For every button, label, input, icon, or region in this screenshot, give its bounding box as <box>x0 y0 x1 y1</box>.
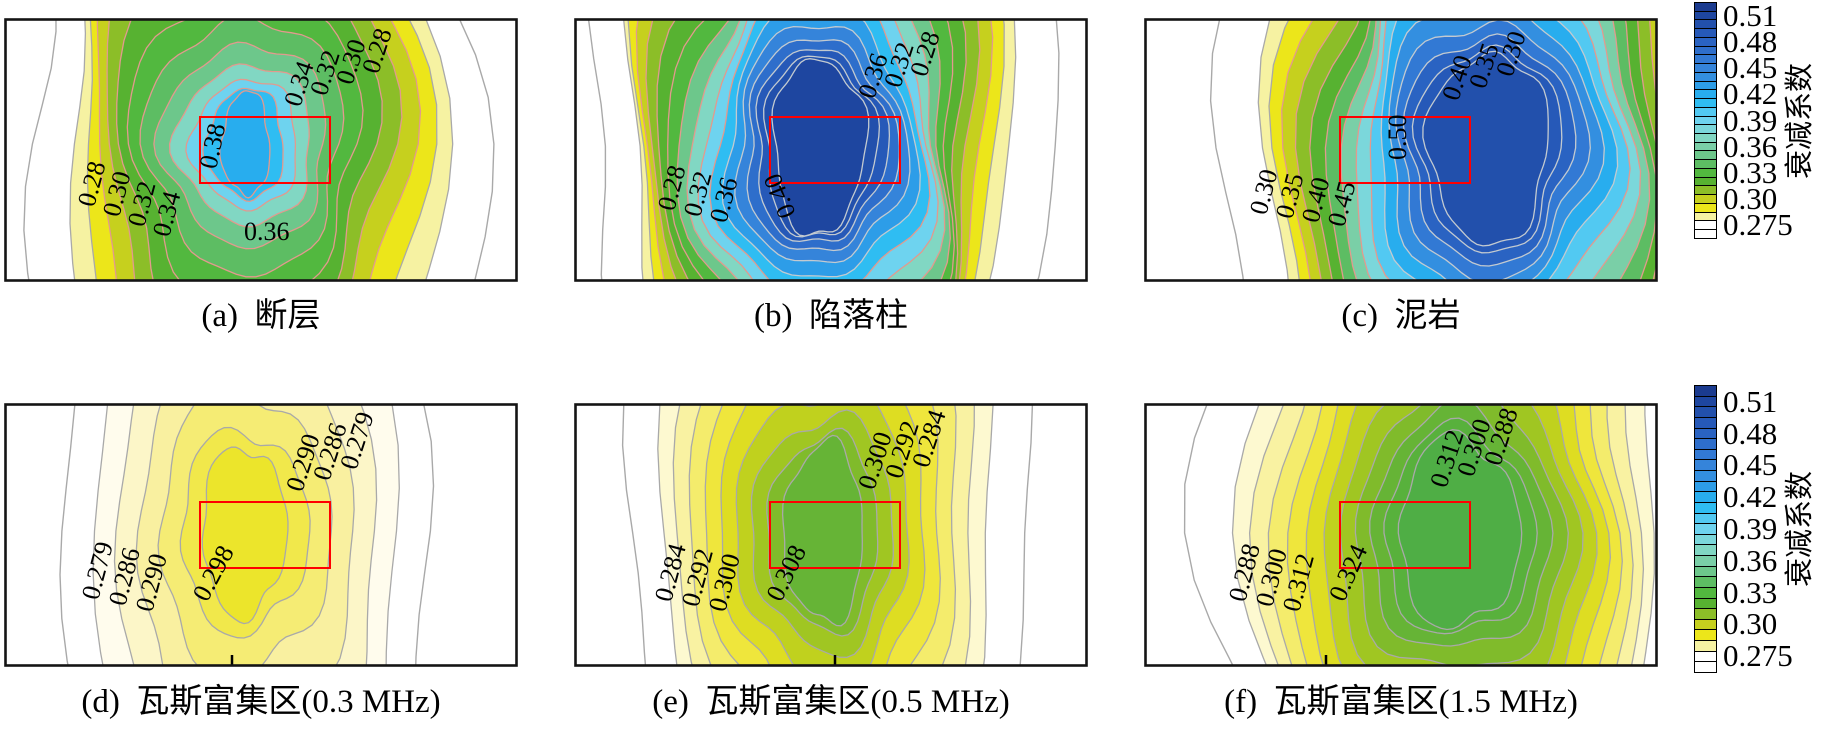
colorbar-tick-label: 0.36 <box>1723 542 1778 578</box>
colorbar-tick-label: 0.275 <box>1723 638 1793 674</box>
caption-c: (c) 泥岩 <box>1341 298 1461 334</box>
colorbar-tick-label: 0.45 <box>1723 50 1778 86</box>
contour-plot-collapse-column: 0.28 0.32 0.36 0.36 0.32 0.28 0.40 <box>574 18 1088 282</box>
contour-line <box>621 405 1034 665</box>
contour-line <box>59 405 435 665</box>
highlight-box <box>769 501 901 569</box>
contour-bands <box>587 20 1060 280</box>
colorbar-tick-label: 0.39 <box>1723 511 1778 546</box>
contour-bands <box>621 405 1034 665</box>
colorbar-tick-label: 0.33 <box>1723 154 1778 190</box>
contour-bands <box>59 405 435 665</box>
colorbar-tick-label: 0.30 <box>1723 181 1778 217</box>
colorbar-tick-label: 0.42 <box>1723 479 1778 515</box>
contour-line <box>1183 405 1234 665</box>
contour-plot-gas-zone-0p5mhz: 0.284 0.292 0.300 0.300 0.292 0.284 0.308 <box>574 403 1088 667</box>
colorbar-tick-label: 0.48 <box>1723 415 1778 451</box>
contour-bands <box>1209 20 1656 280</box>
contour-band <box>1422 50 1549 247</box>
plot-border <box>1144 18 1658 282</box>
colorbar-cells <box>1694 2 1717 240</box>
contour-band <box>201 446 289 625</box>
colorbar-tick-label: 0.30 <box>1723 606 1778 642</box>
highlight-box <box>1339 116 1471 184</box>
highlight-box <box>1339 501 1471 569</box>
highlight-box <box>769 116 901 184</box>
contour-label: 0.36 <box>244 217 290 246</box>
contour-label: 0.50 <box>1383 115 1412 161</box>
contour-canvas-b: 0.280.320.360.360.320.280.40 <box>574 18 1088 282</box>
colorbar-bottom: 0.51 0.48 0.45 0.42 0.39 0.36 0.33 0.30 0.275 衰减… <box>1694 383 1822 674</box>
highlight-box <box>199 501 331 569</box>
colorbar-tick-label: 0.48 <box>1723 23 1778 59</box>
contour-band <box>771 58 870 237</box>
colorbar-cell <box>1694 229 1717 240</box>
colorbar-tick-label: 0.51 <box>1723 0 1778 33</box>
caption-f: (f) 瓦斯富集区(1.5 MHz) <box>1224 684 1578 720</box>
plot-border <box>4 18 518 282</box>
contour-canvas-c: 0.300.350.400.450.400.350.300.50 <box>1144 18 1658 282</box>
contour-plot-mudstone: 0.30 0.35 0.40 0.45 0.40 0.35 0.30 0.50 <box>1144 18 1658 282</box>
contour-plot-fault: 0.28 0.30 0.32 0.34 0.34 0.32 0.30 0.28 0.38 0.36 <box>4 18 518 282</box>
contour-band <box>1397 429 1523 631</box>
contour-bands <box>1183 405 1655 665</box>
colorbar-cells <box>1694 385 1717 674</box>
caption-d: (d) 瓦斯富集区(0.3 MHz) <box>81 684 441 720</box>
plot-border <box>574 403 1088 667</box>
colorbar-tick-label: 0.39 <box>1723 102 1778 138</box>
caption-b: (b) 陷落柱 <box>754 298 908 334</box>
colorbar-tick-label: 0.36 <box>1723 128 1778 164</box>
colorbar-tick-label: 0.51 <box>1723 383 1778 419</box>
colorbar-top: 0.51 0.48 0.45 0.42 0.39 0.36 0.33 0.30 0.275 衰减… <box>1694 0 1822 243</box>
contour-canvas-a: 0.280.300.320.340.340.320.300.280.380.36 <box>4 18 518 282</box>
contour-line <box>1209 20 1244 280</box>
caption-a: (a) 断层 <box>201 298 321 334</box>
plot-border <box>1144 403 1658 667</box>
contour-line <box>587 20 1060 280</box>
contour-plot-gas-zone-1p5mhz: 0.288 0.300 0.312 0.312 0.300 0.288 0.324 <box>1144 403 1658 667</box>
colorbar-tick-label: 0.33 <box>1723 574 1778 610</box>
plot-border <box>574 18 1088 282</box>
highlight-box <box>199 116 331 184</box>
colorbar-cell <box>1694 661 1717 674</box>
plot-border <box>4 403 518 667</box>
contour-band <box>781 434 863 627</box>
colorbar-axis-label: 衰减系数 <box>1784 62 1816 179</box>
colorbar-axis-label: 衰减系数 <box>1784 471 1816 588</box>
caption-e: (e) 瓦斯富集区(0.5 MHz) <box>652 684 1010 720</box>
colorbar-tick-label: 0.45 <box>1723 447 1778 483</box>
contour-line <box>23 20 495 280</box>
colorbar-tick-label: 0.275 <box>1723 207 1793 243</box>
contour-plot-gas-zone-0p3mhz: 0.279 0.286 0.290 0.290 0.286 0.279 0.298 <box>4 403 518 667</box>
contour-bands <box>23 20 495 280</box>
colorbar-tick-label: 0.42 <box>1723 76 1778 112</box>
